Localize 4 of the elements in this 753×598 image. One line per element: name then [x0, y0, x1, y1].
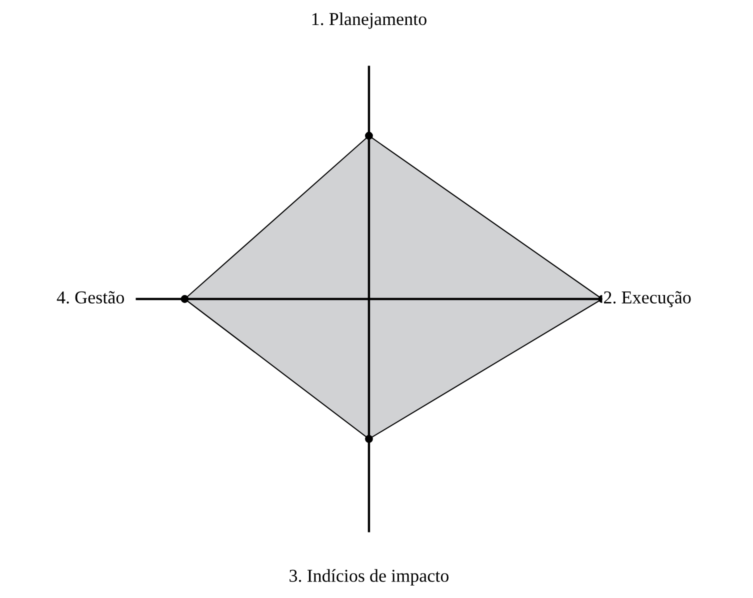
spoke-label: 3. Indícios de impacto [290, 569, 449, 586]
spoke-label: 1. Planejamento [312, 12, 426, 29]
spoke-label: 4. Gestão [56, 291, 124, 304]
spoke-label: 2. Execução [604, 291, 691, 308]
